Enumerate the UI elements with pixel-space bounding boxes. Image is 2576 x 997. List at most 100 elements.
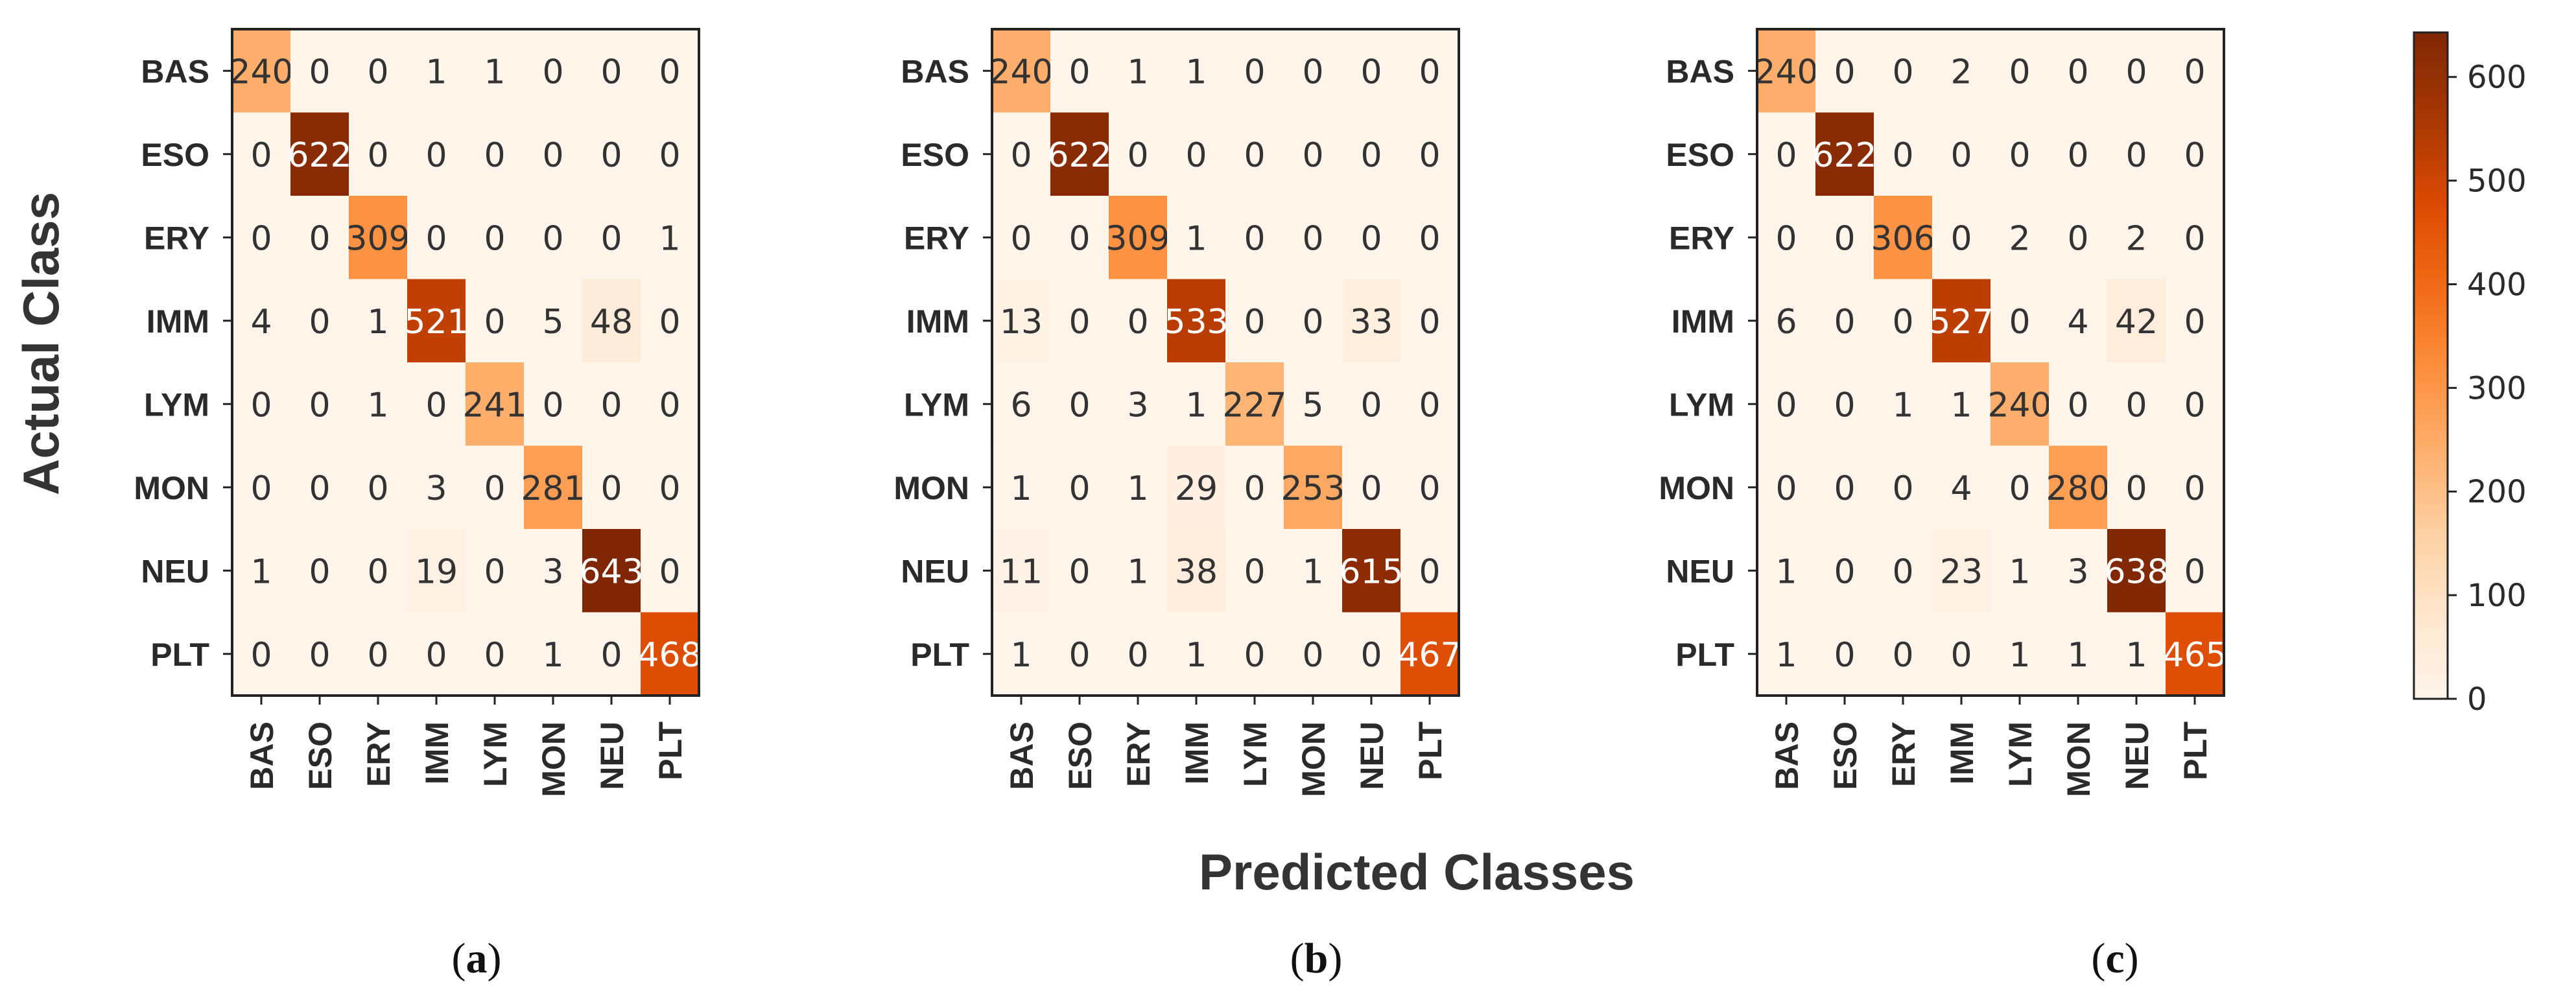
cell-value-label: 48 [590, 303, 633, 342]
heatmap-cell [1284, 612, 1342, 696]
y-tick-label: LYM [904, 386, 969, 423]
cell-value-label: 0 [1775, 219, 1797, 258]
heatmap-cell [524, 445, 582, 529]
cell-value-label: 0 [1834, 469, 1855, 508]
cell-value-label: 0 [2184, 219, 2205, 258]
heatmap-cell [2166, 196, 2224, 279]
heatmap-cell [2166, 612, 2224, 696]
heatmap-cell [1874, 529, 1932, 613]
panel-letter: b [1305, 935, 1329, 982]
heatmap-cell [1991, 362, 2049, 446]
cell-value-label: 1 [1010, 636, 1032, 675]
cell-value-label: 309 [1105, 219, 1170, 258]
heatmap-cell [466, 196, 524, 279]
heatmap-cell [524, 362, 582, 446]
heatmap-cell [1815, 29, 1874, 113]
cell-value-label: 1 [1010, 469, 1032, 508]
x-tick-label: ESO [1827, 721, 1863, 790]
cell-value-label: 0 [1244, 53, 1265, 91]
heatmap-cell [2166, 362, 2224, 446]
heatmap-cell [1400, 196, 1459, 279]
cell-value-label: 0 [1127, 136, 1148, 175]
cell-value-label: 0 [367, 552, 388, 591]
cell-value-label: 1 [2009, 636, 2030, 675]
heatmap-cell [290, 279, 349, 362]
heatmap-cell [582, 196, 641, 279]
y-tick-label: BAS [901, 53, 969, 89]
panel-letter: c [2105, 935, 2124, 982]
heatmap-cell [1342, 445, 1400, 529]
cell-value-label: 240 [229, 53, 293, 91]
matrix-frame [1756, 28, 2225, 697]
cell-value-label: 280 [2046, 469, 2110, 508]
heatmap-cell [1109, 196, 1167, 279]
cell-value-label: 0 [2184, 53, 2205, 91]
heatmap-cell [1757, 112, 1815, 196]
heatmap-cell [1932, 279, 1991, 362]
heatmap-cell [992, 529, 1050, 613]
heatmap-cell [1932, 112, 1991, 196]
cell-value-label: 241 [462, 386, 526, 425]
heatmap-cell [1400, 112, 1459, 196]
cell-value-label: 0 [2009, 136, 2030, 175]
heatmap-cell [1167, 112, 1225, 196]
heatmap-cell [1400, 362, 1459, 446]
heatmap-cell [232, 112, 290, 196]
cell-value-label: 0 [542, 219, 563, 258]
y-tick-label: PLT [150, 637, 209, 673]
heatmap-cell [992, 612, 1050, 696]
y-tick-label: BAS [141, 53, 209, 89]
heatmap-cell [1225, 445, 1284, 529]
heatmap-cell [1874, 112, 1932, 196]
heatmap-cell [1757, 612, 1815, 696]
heatmap-cell [524, 29, 582, 113]
heatmap-cell [1400, 529, 1459, 613]
heatmap-cell [349, 445, 407, 529]
cell-value-label: 0 [1360, 469, 1382, 508]
heatmap-cell [1815, 612, 1874, 696]
heatmap-cell [1991, 112, 2049, 196]
heatmap-cell [1050, 445, 1109, 529]
heatmap-cell [1400, 612, 1459, 696]
heatmap-cell [524, 612, 582, 696]
heatmap-cell [1757, 445, 1815, 529]
x-tick-label: BAS [1769, 721, 1805, 790]
y-tick-label: ESO [901, 137, 969, 173]
cell-value-label: 0 [2125, 136, 2147, 175]
colorbar: 0 100 200 300 400 500 600 [2413, 31, 2527, 718]
cell-value-label: 0 [659, 386, 680, 425]
heatmap-cell [2107, 529, 2166, 613]
colorbar-tick-label: 100 [2467, 578, 2527, 614]
heatmap-cell [2049, 196, 2107, 279]
x-tick-label: PLT [1412, 721, 1448, 780]
heatmap-cell [2107, 279, 2166, 362]
x-tick-label: MON [1295, 721, 1332, 797]
cell-value-label: 42 [2115, 303, 2158, 342]
colorbar-tick-label: 400 [2467, 266, 2527, 303]
heatmap-cell [1342, 362, 1400, 446]
heatmap-cell [290, 29, 349, 113]
heatmap-cell [466, 279, 524, 362]
cell-value-label: 0 [484, 219, 505, 258]
heatmap-cell [1874, 196, 1932, 279]
x-tick-label: IMM [1179, 721, 1215, 784]
panel-caption: (c) [2091, 935, 2138, 982]
cell-value-label: 0 [1244, 219, 1265, 258]
heatmap-cell [2166, 112, 2224, 196]
cell-value-label: 240 [1987, 386, 2051, 425]
panel-caption: (b) [1290, 935, 1343, 982]
heatmap-cell [641, 196, 699, 279]
y-tick-label: NEU [141, 553, 209, 589]
heatmap-cell [466, 612, 524, 696]
heatmap-cell [1284, 29, 1342, 113]
cell-value-label: 0 [542, 386, 563, 425]
heatmap-cell [349, 112, 407, 196]
cell-value-label: 1 [1302, 552, 1323, 591]
y-tick-label: IMM [906, 303, 969, 340]
cell-value-label: 0 [484, 552, 505, 591]
cell-value-label: 0 [367, 136, 388, 175]
heatmap-cell [1342, 529, 1400, 613]
cell-value-label: 0 [425, 219, 447, 258]
cell-value-label: 1 [659, 219, 680, 258]
